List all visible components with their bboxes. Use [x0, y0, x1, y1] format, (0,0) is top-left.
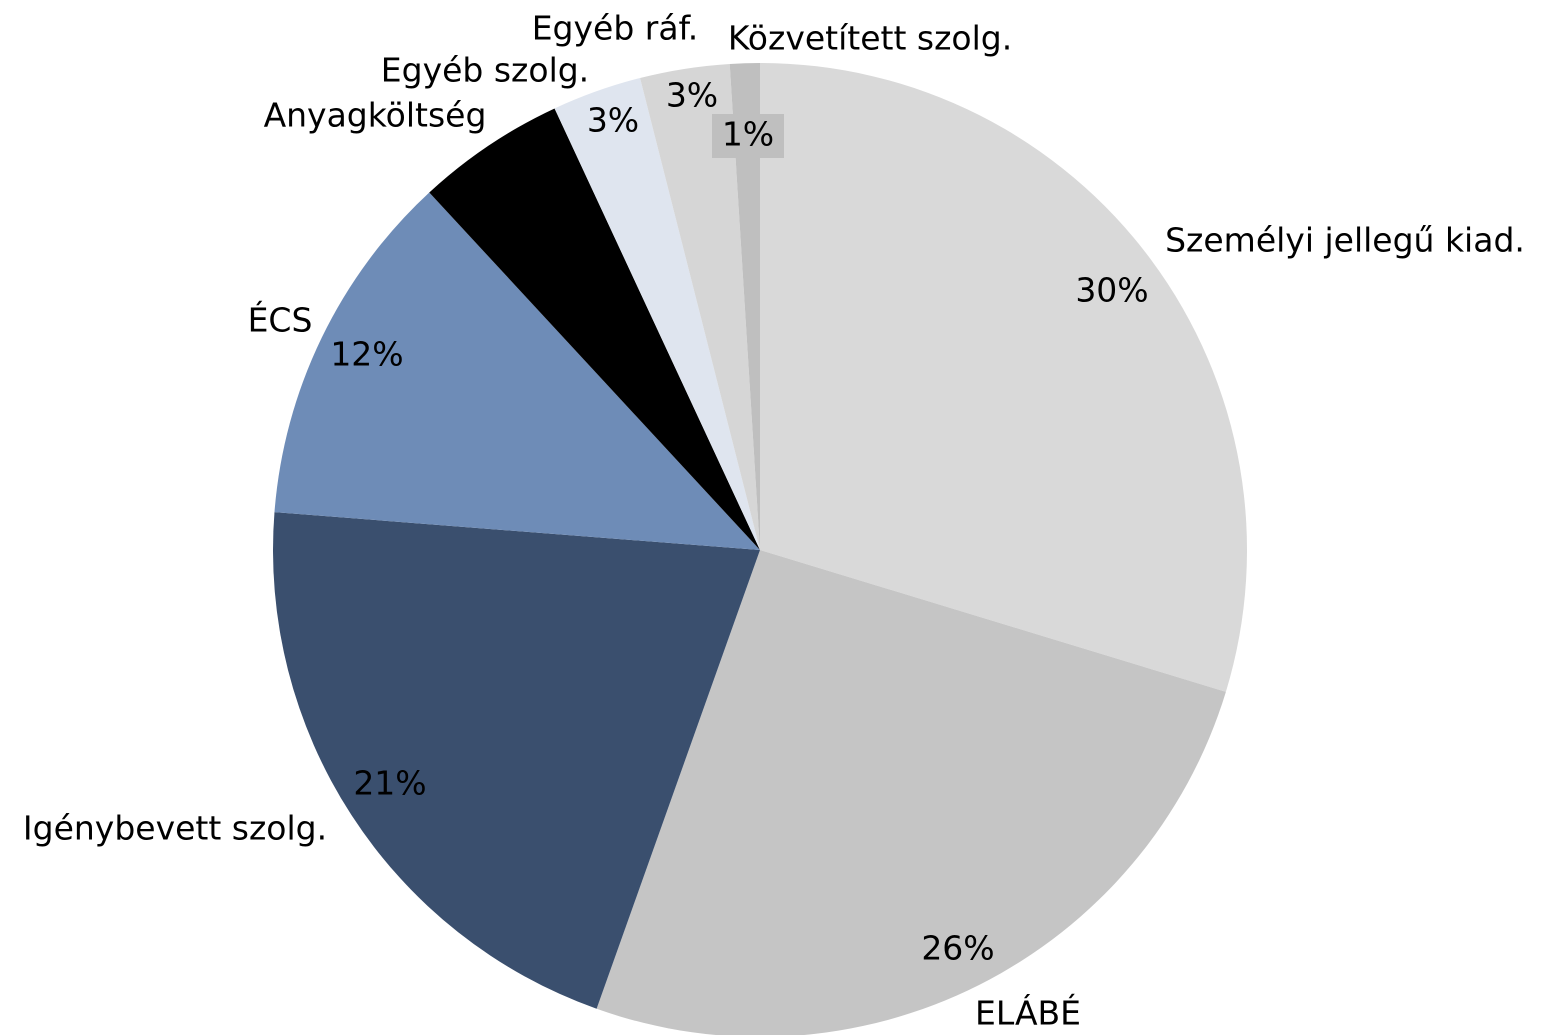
value-label: 1%	[722, 115, 774, 154]
pie-slice	[640, 63, 760, 551]
pie-slice	[272, 512, 760, 1009]
value-label: 5%	[486, 154, 538, 193]
label-background	[712, 114, 784, 158]
pie-slice	[760, 63, 1247, 692]
pie-slice	[274, 192, 760, 551]
pie-slice	[596, 550, 1226, 1035]
category-label: Személyi jellegű kiad.	[1165, 221, 1525, 260]
value-label: 3%	[587, 101, 639, 140]
pie-slice	[554, 78, 760, 550]
category-label: Anyagköltség	[264, 96, 487, 135]
category-label: Egyéb ráf.	[532, 9, 699, 48]
category-label: Igénybevett szolg.	[23, 809, 327, 848]
category-label: ÉCS	[248, 300, 313, 340]
pie-slice	[729, 63, 760, 550]
value-label: 30%	[1075, 271, 1148, 310]
value-label: 12%	[330, 335, 403, 374]
category-label: Közvetített szolg.	[728, 19, 1012, 58]
value-label: 3%	[666, 76, 718, 115]
category-label: ELÁBÉ	[975, 993, 1081, 1033]
value-label: 21%	[353, 764, 426, 803]
category-label: Egyéb szolg.	[381, 51, 589, 90]
value-label: 26%	[921, 929, 994, 968]
pie-slice	[429, 108, 760, 550]
